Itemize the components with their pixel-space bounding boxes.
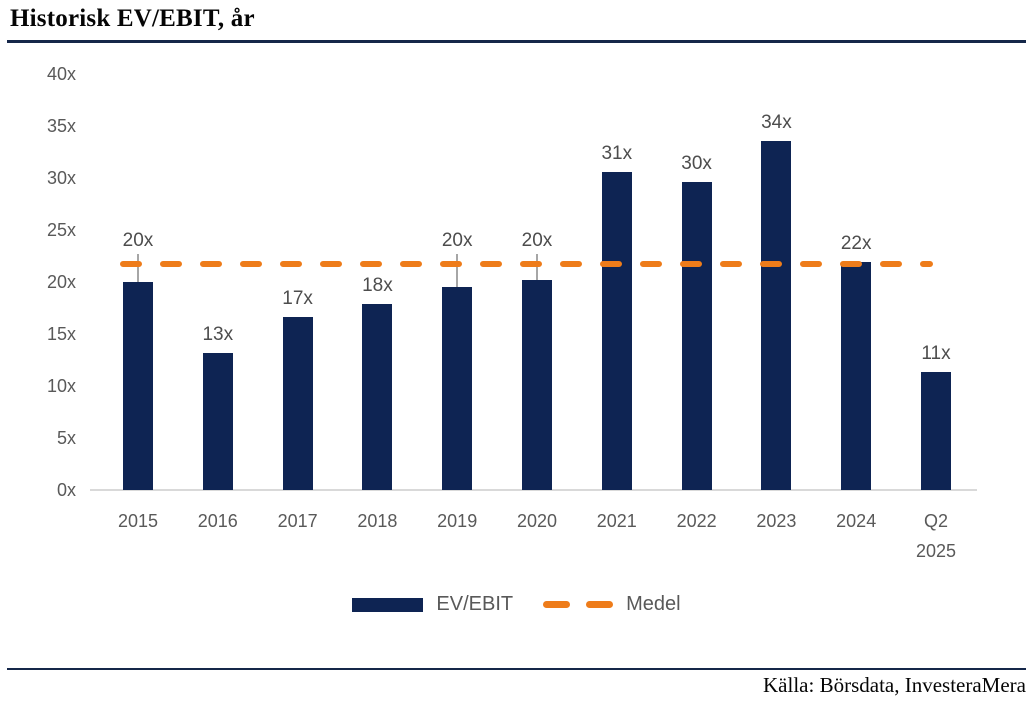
bar-value-label-2022: 30x <box>681 153 712 175</box>
average-line <box>120 255 933 273</box>
bar-2020 <box>522 279 552 490</box>
medel-dashed-line-icon <box>543 601 614 608</box>
ev-ebit-bar-chart: 0x 5x 10x 15x 20x 25x 30x 35x 40x 20x 2015 13x 2016 1… <box>46 64 977 561</box>
bar-2015 <box>123 282 153 490</box>
y-tick-25x: 25x <box>46 220 76 240</box>
y-tick-5x: 5x <box>56 428 76 448</box>
bar-value-label-2023: 34x <box>761 111 792 133</box>
legend-label-medel: Medel <box>626 593 681 615</box>
bar-2019 <box>442 287 473 490</box>
x-label-2024: 2024 <box>836 511 877 531</box>
x-label-2021: 2021 <box>596 511 637 531</box>
legend-item-medel: Medel <box>543 593 681 616</box>
bar-value-label-2015: 20x <box>122 230 154 252</box>
label-leader-line-2015 <box>137 254 139 282</box>
bar-value-label-2020: 20x <box>521 230 553 252</box>
bar-value-label-q2-2025: 11x <box>921 343 951 365</box>
x-label-2023: 2023 <box>756 511 797 531</box>
ev-ebit-series-swatch-icon <box>352 597 424 612</box>
x-label-2017: 2017 <box>277 511 318 531</box>
bar-2017 <box>282 317 313 490</box>
medel-dash-segment <box>543 601 571 608</box>
y-tick-15x: 15x <box>46 324 76 344</box>
bar-value-label-2018: 18x <box>362 274 393 296</box>
chart-legend: EV/EBIT Medel <box>0 593 1033 616</box>
y-tick-30x: 30x <box>46 168 76 188</box>
y-tick-40x: 40x <box>46 64 76 84</box>
bar-value-label-2017: 17x <box>282 288 313 310</box>
label-leader-line-2019 <box>456 254 459 288</box>
x-label-2022: 2022 <box>676 511 717 531</box>
y-tick-35x: 35x <box>46 116 76 136</box>
title-rule <box>7 40 1026 43</box>
y-tick-10x: 10x <box>46 376 76 396</box>
bar-2018 <box>362 303 393 490</box>
medel-dash-segment <box>586 601 614 608</box>
bar-value-label-2024: 22x <box>840 233 872 255</box>
y-tick-20x: 20x <box>46 272 76 292</box>
x-label-2018: 2018 <box>357 511 398 531</box>
bar-2016 <box>202 352 233 490</box>
footer-rule <box>7 668 1026 670</box>
y-tick-0x: 0x <box>56 480 76 500</box>
page-title: Historisk EV/EBIT, år <box>10 5 255 32</box>
bar-q2-2025 <box>921 372 951 490</box>
x-label-2015: 2015 <box>117 511 159 531</box>
x-label-2016: 2016 <box>197 511 238 531</box>
x-label-q2-2025: Q2 2025 <box>915 511 957 561</box>
x-label-2020: 2020 <box>516 511 558 531</box>
legend-label-ev-ebit: EV/EBIT <box>436 593 514 615</box>
bar-value-label-2019: 20x <box>441 230 473 252</box>
x-axis-line <box>90 489 977 491</box>
bar-value-label-2016: 13x <box>202 323 234 345</box>
bar-2024 <box>841 262 872 490</box>
bar-2023 <box>761 140 792 490</box>
x-label-2019: 2019 <box>437 511 478 531</box>
legend-item-ev-ebit: EV/EBIT <box>352 593 513 616</box>
bar-2022 <box>681 182 712 490</box>
bar-value-label-2021: 31x <box>601 142 633 164</box>
bar-2021 <box>601 171 632 490</box>
source-credit: Källa: Börsdata, InvesteraMera <box>763 673 1026 697</box>
